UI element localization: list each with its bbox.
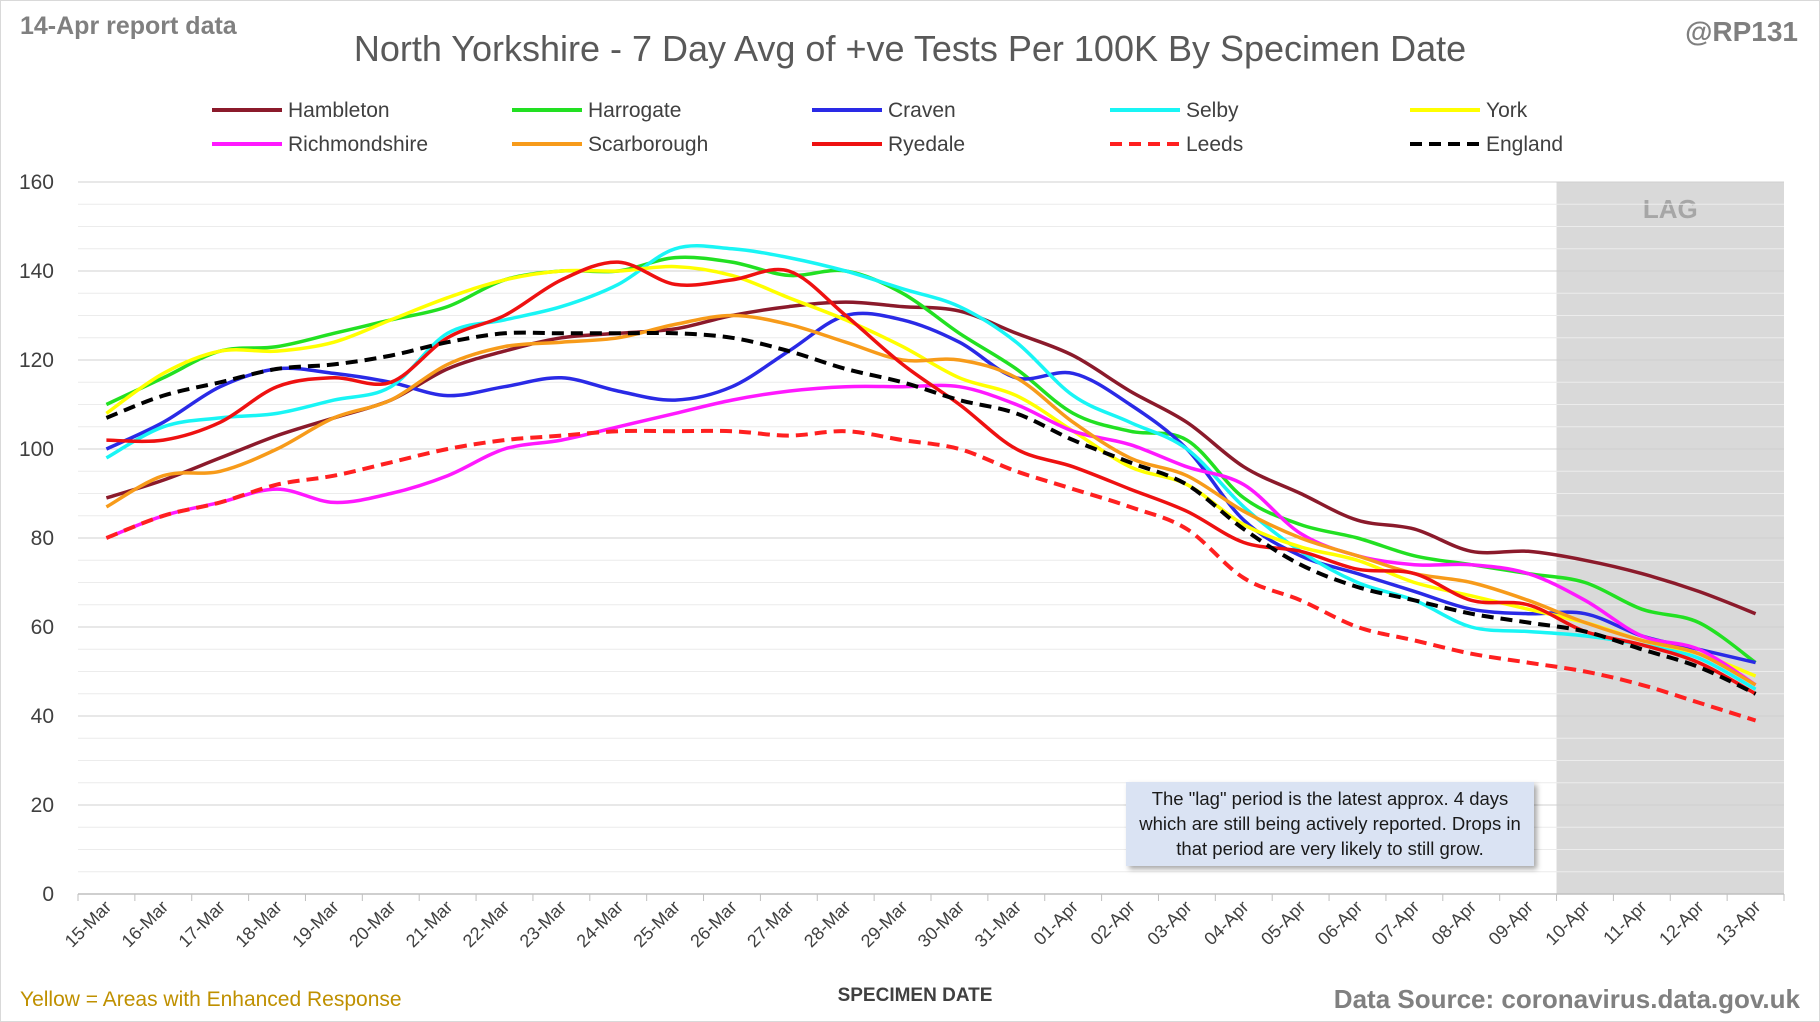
series-line-selby xyxy=(105,244,1757,691)
x-tick-label: 08-Apr xyxy=(1428,897,1480,949)
x-tick-label: 13-Apr xyxy=(1712,897,1764,949)
legend-label-hambleton: Hambleton xyxy=(288,99,390,122)
series-line-craven xyxy=(105,311,1756,665)
legend-label-scarborough: Scarborough xyxy=(588,133,708,156)
chart-title: North Yorkshire - 7 Day Avg of +ve Tests… xyxy=(353,28,1467,69)
x-tick-label: 25-Mar xyxy=(629,897,683,951)
data-source: Data Source: coronavirus.data.gov.uk xyxy=(1333,984,1800,1014)
x-tick-label: 09-Apr xyxy=(1485,897,1537,949)
x-tick-label: 04-Apr xyxy=(1200,897,1252,949)
x-tick-label: 26-Mar xyxy=(686,897,740,951)
x-tick-label: 28-Mar xyxy=(800,897,854,951)
y-tick-label: 120 xyxy=(19,349,54,372)
series-line-england xyxy=(105,330,1757,696)
x-tick-label: 23-Mar xyxy=(516,897,570,951)
x-tick-label: 27-Mar xyxy=(743,897,797,951)
series-line-leeds xyxy=(105,428,1757,723)
x-tick-label: 17-Mar xyxy=(175,897,229,951)
legend-label-leeds: Leeds xyxy=(1186,133,1243,156)
x-tick-label: 15-Mar xyxy=(61,897,115,951)
y-tick-label: 100 xyxy=(19,438,54,461)
legend-label-england: England xyxy=(1486,133,1563,156)
x-tick-label: 12-Apr xyxy=(1655,897,1707,949)
y-tick-label: 40 xyxy=(31,705,54,728)
x-tick-label: 11-Apr xyxy=(1599,897,1650,948)
legend-label-selby: Selby xyxy=(1186,99,1239,122)
y-tick-label: 160 xyxy=(19,171,54,194)
y-tick-label: 80 xyxy=(31,527,54,550)
x-tick-label: 19-Mar xyxy=(288,897,342,951)
author-handle: @RP131 xyxy=(1685,16,1798,47)
x-tick-label: 03-Apr xyxy=(1143,897,1195,949)
report-date-label: 14-Apr report data xyxy=(20,12,237,40)
enhanced-response-note: Yellow = Areas with Enhanced Response xyxy=(20,988,402,1011)
x-tick-label: 05-Apr xyxy=(1257,897,1309,949)
x-tick-label: 01-Apr xyxy=(1030,897,1082,949)
x-tick-label: 07-Apr xyxy=(1371,897,1423,949)
x-axis-label: SPECIMEN DATE xyxy=(838,985,993,1006)
y-tick-label: 0 xyxy=(42,883,54,906)
x-tick-label: 16-Mar xyxy=(118,897,172,951)
series-line-hambleton xyxy=(105,300,1757,616)
legend-label-craven: Craven xyxy=(888,99,956,122)
y-tick-label: 20 xyxy=(31,794,54,817)
series-line-york xyxy=(105,264,1757,678)
x-tick-label: 06-Apr xyxy=(1314,897,1366,949)
legend-label-harrogate: Harrogate xyxy=(588,99,681,122)
legend-label-york: York xyxy=(1486,99,1528,122)
x-tick-label: 24-Mar xyxy=(573,897,627,951)
x-tick-label: 10-Apr xyxy=(1541,897,1593,949)
x-tick-label: 18-Mar xyxy=(231,897,285,951)
legend-label-richmondshire: Richmondshire xyxy=(288,133,428,156)
series-line-scarborough xyxy=(105,313,1757,687)
x-tick-label: 30-Mar xyxy=(914,897,968,951)
x-tick-label: 02-Apr xyxy=(1087,897,1139,949)
series-line-richmondshire xyxy=(105,383,1757,687)
series-line-ryedale xyxy=(106,260,1757,696)
lag-label: LAG xyxy=(1643,194,1698,224)
x-tick-label: 20-Mar xyxy=(345,897,399,951)
x-tick-label: 22-Mar xyxy=(459,897,513,951)
x-tick-label: 21-Mar xyxy=(402,897,456,951)
x-tick-label: 31-Mar xyxy=(971,897,1025,951)
legend-label-ryedale: Ryedale xyxy=(888,133,965,156)
lag-explanation-note: The "lag" period is the latest approx. 4… xyxy=(1126,782,1534,866)
y-tick-label: 140 xyxy=(19,260,54,283)
x-tick-label: 29-Mar xyxy=(857,897,911,951)
y-tick-label: 60 xyxy=(31,616,54,639)
